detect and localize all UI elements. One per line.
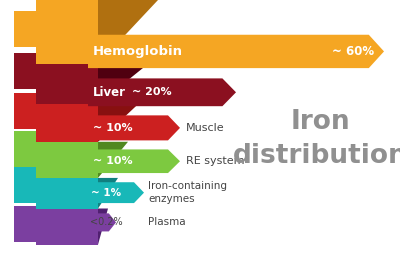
Polygon shape (36, 64, 98, 104)
Text: ~ 1%: ~ 1% (91, 188, 121, 198)
Bar (14, 11, 52, 47)
Polygon shape (98, 208, 108, 245)
Polygon shape (88, 214, 116, 231)
Polygon shape (98, 178, 118, 208)
Polygon shape (36, 208, 98, 245)
Text: Plasma: Plasma (148, 217, 186, 227)
Polygon shape (36, 104, 98, 142)
Polygon shape (36, 178, 98, 208)
Polygon shape (88, 150, 180, 173)
Text: RE system: RE system (186, 156, 244, 166)
Polygon shape (98, 64, 148, 104)
Polygon shape (88, 115, 180, 140)
Polygon shape (98, 104, 138, 142)
Text: Iron: Iron (290, 109, 350, 135)
Text: Liver: Liver (93, 86, 126, 99)
Polygon shape (36, 142, 98, 178)
Polygon shape (36, 0, 98, 64)
Text: Muscle: Muscle (186, 123, 225, 133)
Text: distribution: distribution (233, 143, 400, 169)
Bar (14, 93, 52, 129)
Polygon shape (88, 35, 384, 68)
Text: ~ 60%: ~ 60% (332, 45, 374, 58)
Text: <0.2%: <0.2% (90, 217, 123, 227)
Polygon shape (88, 78, 236, 106)
Bar (14, 167, 52, 203)
Text: ~ 10%: ~ 10% (93, 156, 132, 166)
Text: ~ 10%: ~ 10% (93, 123, 132, 133)
Text: Hemoglobin: Hemoglobin (93, 45, 183, 58)
Text: ~ 20%: ~ 20% (132, 87, 172, 97)
Bar (14, 131, 52, 167)
Polygon shape (98, 142, 128, 178)
Text: Iron-containing
enzymes: Iron-containing enzymes (148, 182, 227, 204)
Bar (14, 206, 52, 242)
Polygon shape (98, 0, 158, 64)
Bar (14, 53, 52, 89)
Polygon shape (88, 182, 144, 203)
